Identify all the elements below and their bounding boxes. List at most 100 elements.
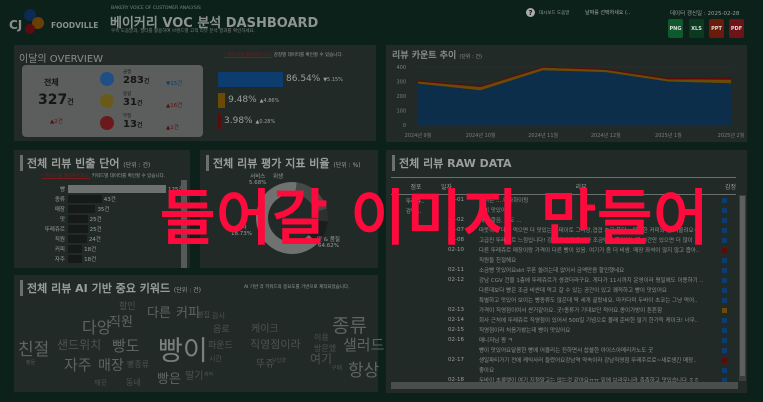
date-select[interactable]: 날짜를 선택하세요 (.. (585, 10, 631, 16)
frequent-word-row[interactable]: 뚜레쥬르 25건 (44, 225, 102, 233)
keyword[interactable]: 항상 (348, 361, 380, 381)
frequent-word-row[interactable]: 맛 25건 (59, 215, 102, 223)
keyword[interactable]: 구입했 (272, 358, 286, 364)
share-pct: 3.98% ▲0.28% (224, 116, 276, 126)
sentiment-label: 중립 (123, 92, 132, 97)
angry-face-icon[interactable] (100, 116, 114, 130)
logo-cj: CJ (9, 18, 23, 32)
frequent-word-row[interactable]: 빵 125건 (59, 185, 184, 193)
table-row[interactable]: 02-16 매니저님 짱 ㅋ (386, 335, 736, 345)
keyword[interactable]: 직영점이라 (250, 338, 301, 351)
frequent-word-row[interactable]: 커피 18건 (54, 245, 97, 253)
table-row[interactable]: 좋아요 (386, 365, 736, 375)
table-row[interactable]: 직원들 친절해요 (386, 255, 736, 265)
keyword[interactable]: 구매 (331, 365, 343, 372)
keyword[interactable]: 자주 (64, 356, 92, 374)
keyword[interactable]: 빵은 (157, 372, 181, 387)
keyword[interactable]: 빵집 (197, 311, 210, 319)
share-bar[interactable] (218, 114, 221, 129)
table-row[interactable]: 02-11 소금빵 맛있어요skt 쿠폰 쓸려는데 없어서 금액만큼 할인했네요 (386, 265, 736, 275)
export-ppt-button[interactable]: PPT (709, 19, 724, 38)
emoji-hint-link[interactable]: * 이모지를 클릭해주세요! (224, 53, 273, 58)
export-xls-button[interactable]: XLS (689, 19, 704, 38)
keyword[interactable]: 빵들 (26, 360, 36, 366)
keyword[interactable]: 빵도 (112, 337, 140, 355)
table-row[interactable]: 02-12 강남 CGV 건물 1층에 뚜레쥬르가 생겼더라구요. 게다가 11시… (386, 275, 736, 285)
horizontal-scrollbar[interactable] (391, 382, 738, 389)
neutral-face-icon[interactable] (100, 94, 114, 108)
frequent-word-bar (68, 185, 166, 193)
keyword[interactable]: 샐러드 (343, 336, 385, 354)
scrollbar[interactable] (181, 180, 187, 268)
help-button[interactable]: ? 대시보드 도움말 (526, 8, 569, 17)
share-bar[interactable] (218, 72, 283, 87)
overview-title: 이달의 OVERVIEW (19, 54, 104, 65)
table-row[interactable]: 02-14 회사 근처에 뚜레쥬르 직영점이 있어서 500일 기념으로 몰래 준… (386, 315, 736, 325)
keyword[interactable]: 제작 (204, 372, 214, 378)
keyword[interactable]: 여기 (310, 352, 333, 366)
keyword[interactable]: 음료 (213, 325, 230, 335)
header-subtitle: BAKERY VOICE OF CUSTOMER ANALYSIS (111, 6, 201, 11)
col-store[interactable]: 점포 (410, 183, 422, 191)
keyword[interactable]: 딸기 (185, 371, 204, 382)
keywords-title: 전체 리뷰 AI 기반 중요 키워드 (단위 : 건) (20, 280, 201, 296)
keyword[interactable]: 시간 (209, 355, 222, 363)
keyword[interactable]: 친절 (18, 340, 50, 360)
share-bar[interactable] (218, 93, 226, 108)
keyword[interactable]: 직원 (109, 315, 133, 330)
slice-label-taste: 맛 & 품질 64.62% (317, 237, 340, 249)
sentiment-marker (722, 307, 727, 313)
keyword[interactable]: 뚜쥬 (256, 359, 275, 370)
keyword[interactable]: 감사 (212, 312, 225, 320)
export-pdf-button[interactable]: PDF (729, 19, 744, 38)
frequent-word-row[interactable]: 자주 18건 (54, 255, 97, 263)
sentiment-marker (722, 277, 727, 283)
keyword[interactable]: 할인 (119, 302, 136, 312)
table-row[interactable]: 빵이 맛있어요달콤한 빵에 어울리는 진하면서 씁쓸한 아이스아메리카노도 굿 (386, 345, 736, 355)
keyword[interactable]: 깨끗 (94, 379, 107, 387)
x-tick-label: 2025년 1월 (655, 132, 682, 139)
vertical-scrollbar[interactable] (739, 195, 746, 381)
table-row[interactable]: 빵이 맛있어요 (386, 205, 736, 215)
keyword[interactable]: 매장 (98, 358, 124, 374)
table-row[interactable]: 02-02 매장 깔끔, 빵도 ... (386, 215, 736, 225)
sentiment-marker (722, 237, 727, 243)
keyword[interactable]: 파운드 (208, 341, 233, 351)
table-row[interactable]: 02-10 다른 뚜레쥬르 매장이랑 가격이 다른 빵이 있음. 여기가 좀 더 … (386, 245, 736, 255)
table-row[interactable]: 02-18 두바이 초콜렛이 여기 지점말고는 없는것 같아요ㅠㅠ 밑에 브라우니… (386, 375, 736, 385)
keyword[interactable]: 다른 (147, 306, 171, 321)
keyword[interactable]: 다양 (82, 318, 112, 337)
keyword[interactable]: 케이크 (251, 324, 279, 335)
col-date[interactable]: 일자 (441, 183, 453, 191)
export-png-button[interactable]: PNG (668, 19, 683, 38)
x-tick-label: 2024년 10월 (466, 132, 496, 139)
frequent-word-bar (68, 195, 102, 203)
col-sentiment[interactable]: 감정 (724, 183, 736, 191)
sentiment-marker (722, 287, 727, 293)
frequent-word-row[interactable]: 매장 35건 (54, 205, 110, 213)
col-review[interactable]: 리뷰 (575, 183, 587, 191)
table-row[interactable]: 02-07 따뜻하게 데워 먹으면 더 맛있는 포테이토 그라탕,겹겹 초코 퐁당… (386, 225, 736, 235)
keyword[interactable]: 이용 (314, 333, 329, 342)
laughing-face-icon[interactable] (100, 72, 114, 86)
keyword[interactable]: 샌드위치 (57, 338, 102, 352)
table-row[interactable]: 02-13 가격이 직영점이여서 싼거같아요. 굿!종류가 기대보단 적어요.종이… (386, 305, 736, 315)
sentiment-change: ▼15건 (166, 81, 183, 87)
keyword[interactable]: 종류 (332, 315, 367, 337)
table-header: 점포 일자 리뷰 감정 (391, 177, 736, 195)
table-row[interactable]: 특별하고 맛있어 보이는 빵종류도 많은데 딱 세개 골랐네요. 마카다미 두바… (386, 295, 736, 305)
table-row[interactable]: 02-15 직영점이라 처음가봤는데 빵이 맛있어요 (386, 325, 736, 335)
keyword[interactable]: 빵종류 (127, 360, 150, 369)
keyword[interactable]: 커피 (176, 306, 200, 321)
keyword[interactable]: 동네 (126, 378, 141, 387)
keyword[interactable]: 빵이 (158, 336, 208, 367)
table-row[interactable]: 다른데보다 빵은 조금 비싼데 먹고 갈 수 있는 공간이 있고 쾌적하고 빵이… (386, 285, 736, 295)
table-row[interactable]: 02-01 ...나는 ....니다화이팅 (386, 195, 736, 205)
keyword-hint-link[interactable]: * 키워드를 클릭해주세요! (42, 174, 91, 179)
frequent-word-row[interactable]: 직원 24건 (54, 235, 101, 243)
keyword[interactable]: 방문했 (314, 344, 337, 353)
frequent-word-row[interactable]: 종류 43건 (54, 195, 116, 203)
table-row[interactable]: 02-08 고급진 뚜레쥬르 느낌입니다! 강남에서 할게 많아 조금밖에 못있었… (386, 235, 736, 245)
emoji-hint-text: 감정별 데이터를 확인할 수 있습니다. (273, 53, 344, 58)
table-row[interactable]: 02-17 생일파티가기 전에 케익사러 들렀어요강남역 약속이라 강남직영점 뚜… (386, 355, 736, 365)
